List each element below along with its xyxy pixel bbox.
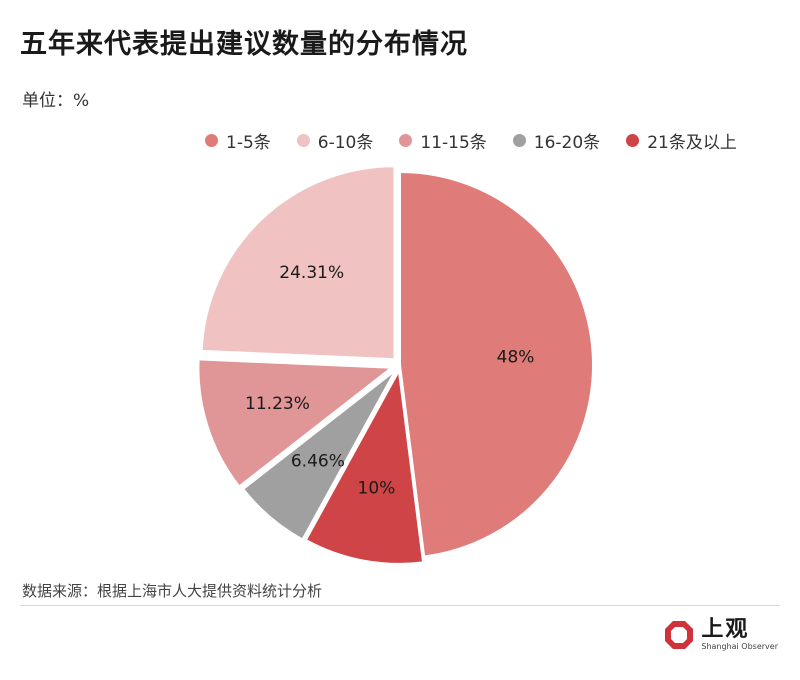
slice-label: 24.31%: [279, 263, 344, 283]
slice-label: 6.46%: [291, 451, 345, 471]
pie-slice: [242, 369, 397, 541]
legend-item-21-plus: 21条及以上: [626, 128, 737, 153]
pie-slice: [399, 171, 594, 558]
legend-label: 1-5条: [226, 133, 271, 153]
legend-label: 21条及以上: [647, 133, 737, 153]
legend-label: 6-10条: [317, 133, 374, 153]
pie-chart: 48% 10% 6.46% 11.23% 24.31%: [197, 165, 594, 565]
brand: 上观 Shanghai Observer: [663, 618, 778, 652]
slice-label: 10%: [358, 478, 396, 498]
legend-swatch: [626, 134, 640, 147]
legend-swatch: [512, 134, 526, 147]
legend-label: 16-20条: [533, 133, 601, 153]
divider: [20, 605, 780, 606]
pie-slice: [197, 358, 393, 488]
legend-swatch: [399, 134, 413, 147]
pie-slice: [200, 165, 396, 361]
brand-name-en: Shanghai Observer: [701, 642, 778, 651]
legend: 1-5条 6-10条 11-15条 16-20条 21条及以上: [205, 128, 737, 153]
legend-label: 11-15条: [420, 133, 487, 153]
octagon-logo-icon: [665, 621, 694, 649]
pie-slice: [304, 369, 425, 565]
legend-swatch: [296, 134, 310, 147]
legend-item-6-10: 6-10条: [296, 128, 374, 153]
unit-label: 单位：%: [22, 91, 90, 111]
brand-text: 上观 Shanghai Observer: [701, 618, 778, 652]
slice-label: 11.23%: [245, 394, 310, 414]
legend-item-1-5: 1-5条: [205, 128, 271, 153]
legend-swatch: [205, 134, 218, 147]
source-note: 数据来源：根据上海市人大提供资料统计分析: [22, 582, 323, 600]
slice-label: 48%: [497, 348, 535, 368]
chart-title: 五年来代表提出建议数量的分布情况: [20, 29, 468, 60]
legend-item-16-20: 16-20条: [512, 128, 601, 153]
brand-name: 上观: [701, 617, 750, 642]
legend-item-11-15: 11-15条: [399, 128, 487, 153]
